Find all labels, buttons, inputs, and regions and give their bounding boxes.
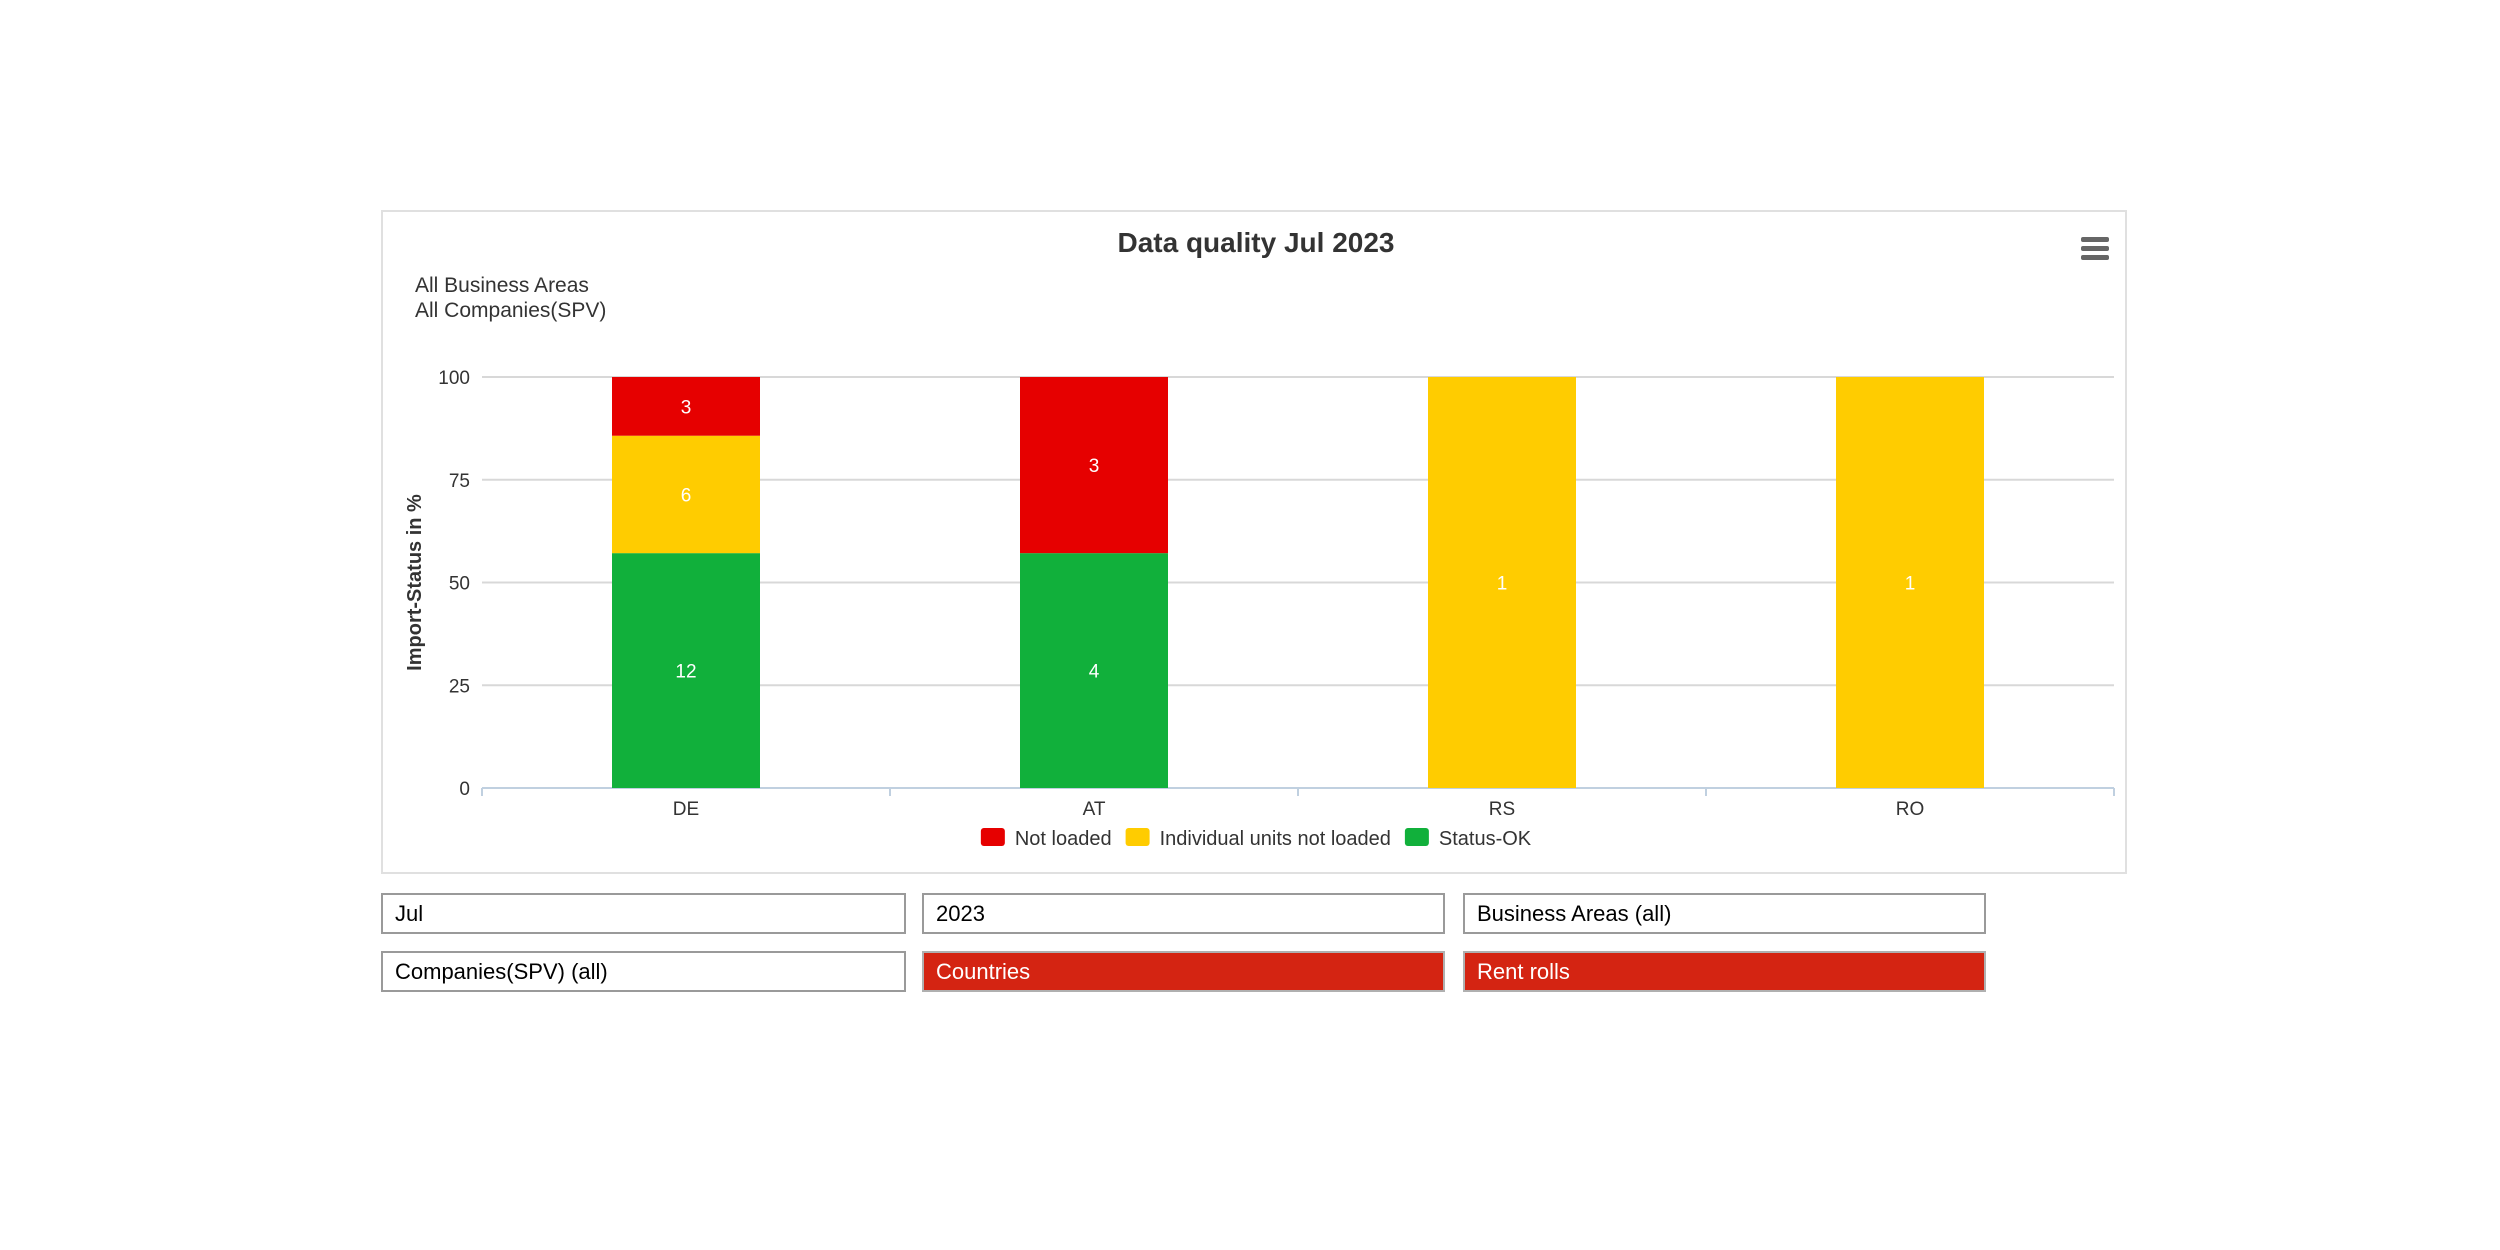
data-label: 6 [681, 485, 692, 506]
data-label: 3 [681, 397, 692, 418]
legend-swatch [980, 828, 1005, 846]
y-axis-title: Import-Status in % [404, 494, 426, 671]
bar-de-individual-units-not-loaded[interactable] [612, 435, 760, 554]
x-tick-label-de: DE [673, 799, 699, 820]
countries-button[interactable]: Countries [922, 951, 1445, 992]
legend-swatch [1125, 828, 1150, 846]
legend-label: Status-OK [1439, 828, 1532, 850]
y-tick-label: 25 [449, 676, 470, 697]
x-tick-label-at: AT [1083, 799, 1106, 820]
hamburger-menu-icon[interactable] [2075, 232, 2115, 268]
x-tick-label-rs: RS [1489, 799, 1515, 820]
companies-select[interactable]: Companies(SPV) (all) [381, 951, 906, 992]
y-tick-label: 50 [449, 574, 470, 595]
bar-ro-individual-units-not-loaded[interactable] [1836, 377, 1984, 788]
stacked-bar-chart: Data quality Jul 2023 All Business Areas… [404, 227, 2115, 850]
data-label: 1 [1497, 574, 1508, 595]
y-tick-label: 0 [459, 779, 470, 800]
legend-swatch [1404, 828, 1429, 846]
x-tick-label-ro: RO [1896, 799, 1925, 820]
data-label: 1 [1905, 574, 1916, 595]
legend-label: Individual units not loaded [1160, 828, 1391, 850]
y-tick-label: 75 [449, 471, 470, 492]
chart-title: Data quality Jul 2023 [1117, 227, 1394, 258]
month-select[interactable]: Jul [381, 893, 906, 934]
data-label: 3 [1089, 456, 1100, 477]
legend-item-individual-units-not-loaded[interactable]: Individual units not loaded [1125, 828, 1391, 850]
chart-subtitle-line-2: All Companies(SPV) [415, 299, 606, 322]
legend-label: Not loaded [1015, 828, 1112, 850]
rent-rolls-button[interactable]: Rent rolls [1463, 951, 1986, 992]
legend-item-not-loaded[interactable]: Not loaded [980, 828, 1112, 850]
bar-de-status-ok[interactable] [612, 553, 760, 788]
bar-at-status-ok[interactable] [1020, 553, 1168, 788]
chart-subtitle-line-1: All Business Areas [415, 274, 589, 297]
year-select[interactable]: 2023 [922, 893, 1445, 934]
y-tick-label: 100 [438, 368, 470, 389]
data-label: 12 [675, 662, 696, 683]
bar-rs-individual-units-not-loaded[interactable] [1428, 377, 1576, 788]
data-label: 4 [1089, 662, 1100, 683]
legend-item-status-ok[interactable]: Status-OK [1404, 828, 1532, 850]
chart-container: Data quality Jul 2023 All Business Areas… [381, 210, 2127, 874]
bar-de-not-loaded[interactable] [612, 377, 760, 436]
business-areas-select[interactable]: Business Areas (all) [1463, 893, 1986, 934]
bar-at-not-loaded[interactable] [1020, 377, 1168, 554]
